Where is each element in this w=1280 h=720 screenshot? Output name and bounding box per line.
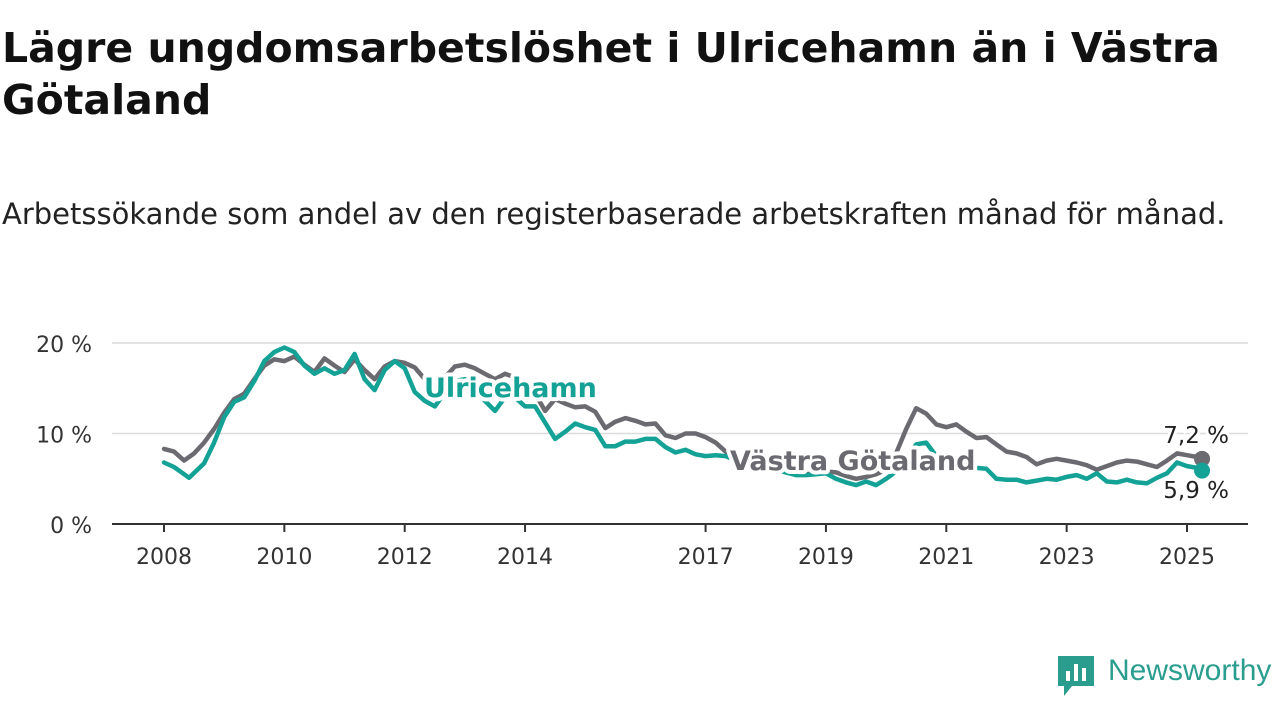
newsworthy-logo-icon: [1058, 656, 1094, 696]
x-tick-label: 2023: [1039, 545, 1095, 570]
logo-text: Newsworthy: [1108, 654, 1272, 687]
y-tick-label: 10 %: [36, 424, 92, 449]
line-chart: 0 % 10 % 20 % 2008 2010 2012 2014 2017 2019 2021 2…: [36, 333, 1248, 570]
chart-title: Lägre ungdomsarbetslöshet i Ulricehamn ä…: [2, 24, 1220, 124]
series-label-ulricehamn: Ulricehamn: [424, 373, 597, 404]
series-label-vastra-gotaland: Västra Götaland: [730, 446, 975, 477]
gridlines: [112, 342, 1248, 435]
y-tick-label: 0 %: [50, 514, 92, 539]
end-value-label-ulricehamn: 5,9 %: [1163, 478, 1229, 504]
series-end-point: [1194, 450, 1211, 467]
x-tick-label: 2017: [678, 545, 734, 570]
newsworthy-logo: Newsworthy: [1058, 652, 1280, 698]
x-tick-label: 2012: [377, 545, 433, 570]
axes: 0 % 10 % 20 % 2008 2010 2012 2014 2017 2019 2021 2…: [36, 333, 1248, 570]
x-tick-label: 2025: [1159, 545, 1215, 570]
x-tick-label: 2014: [497, 545, 553, 570]
series-line-ulricehamn: [161, 345, 1205, 488]
x-tick-label: 2021: [918, 545, 974, 570]
x-tick-label: 2010: [256, 545, 312, 570]
series-line-vastra-gotaland: [161, 354, 1205, 482]
end-value-label-vastra-gotaland: 7,2 %: [1163, 423, 1229, 449]
x-tick-label: 2008: [136, 545, 192, 570]
series-end-point: [1194, 462, 1211, 479]
labels: Ulricehamn Västra Götaland 7,2 % 5,9 %: [420, 369, 1232, 507]
x-tick-label: 2019: [798, 545, 854, 570]
y-tick-label: 20 %: [36, 333, 92, 358]
chart-subtitle: Arbetssökande som andel av den registerb…: [2, 197, 1226, 231]
series-lines: [161, 345, 1211, 488]
